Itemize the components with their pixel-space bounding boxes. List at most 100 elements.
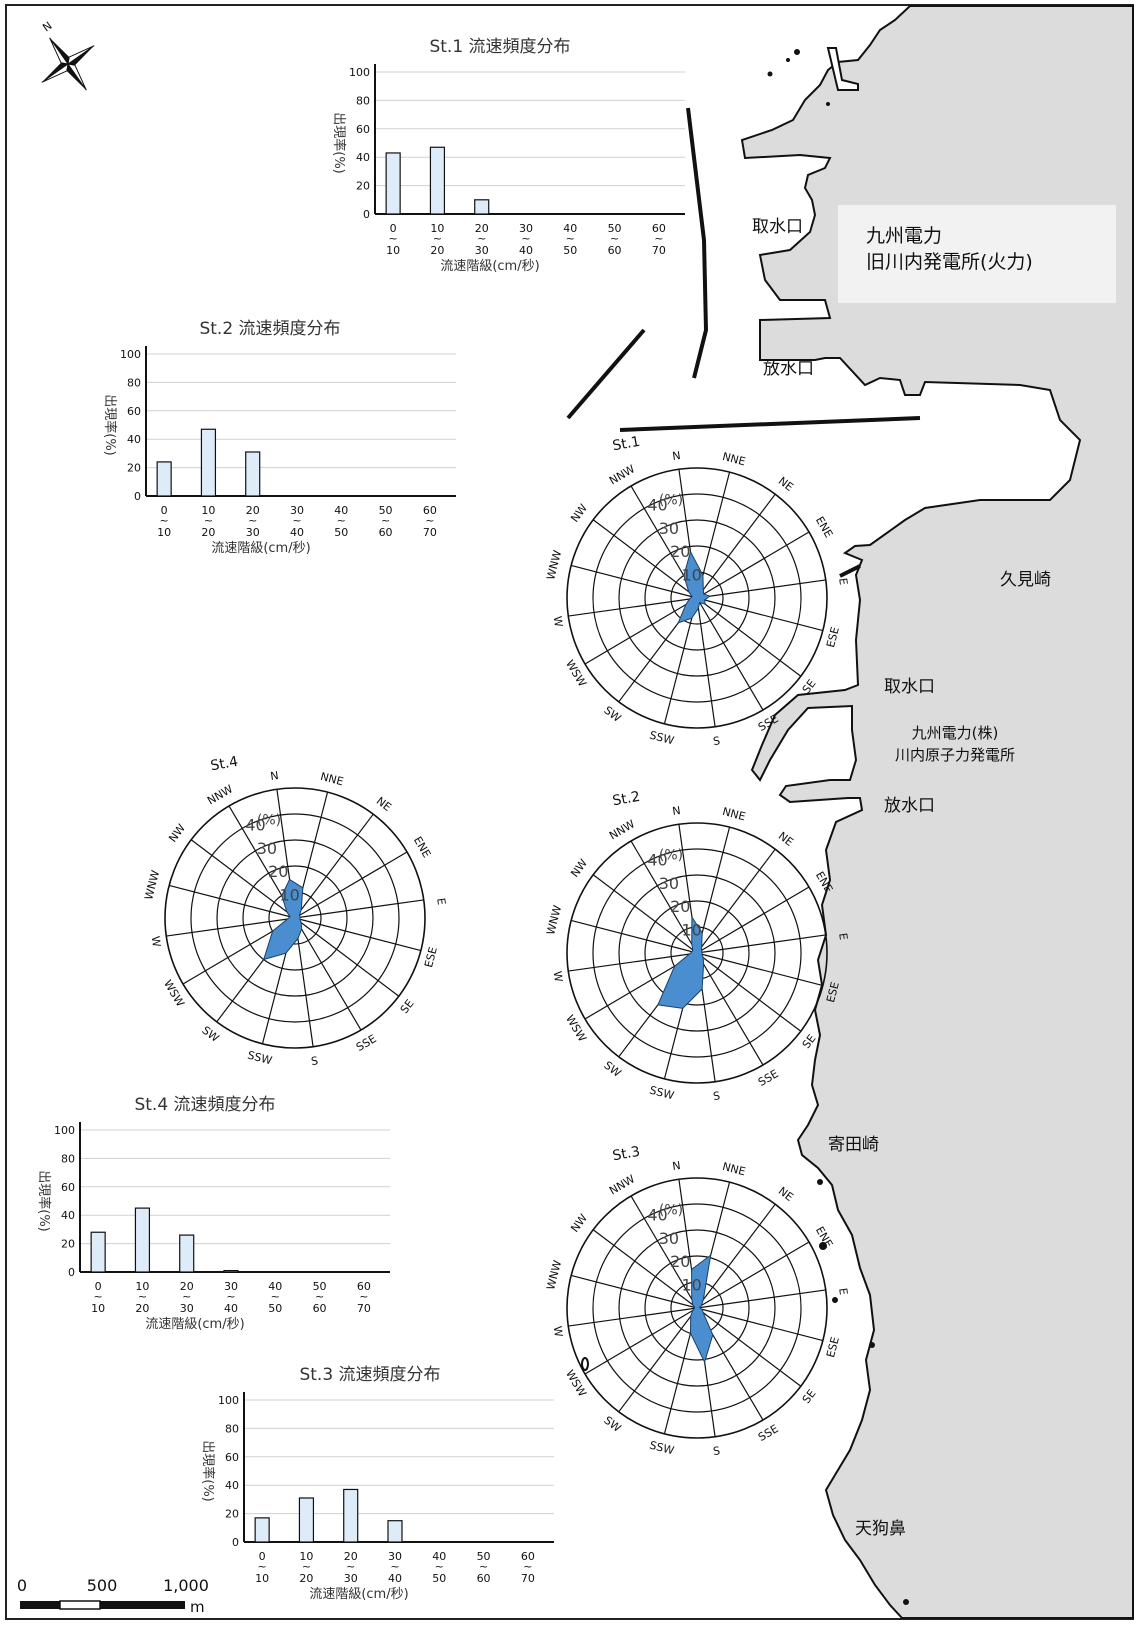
x-tick-label: 30: [246, 526, 260, 539]
rose-ring: [592, 493, 802, 703]
rose-ring: [618, 874, 776, 1032]
rose-ring-label: 20: [268, 862, 288, 881]
rose-ring: [164, 787, 426, 1049]
x-tick-label: ~: [477, 232, 486, 245]
breakwater-south: [619, 416, 921, 432]
rose-spoke: [294, 899, 424, 919]
x-tick-label: 40: [432, 1550, 446, 1563]
charts-layer: St.1 流速頻度分布020406080100出現率(%)0~1010~2020…: [36, 37, 850, 1602]
land-area: [740, 5, 1134, 1619]
x-tick-label: ~: [315, 1290, 324, 1303]
y-axis-label: 出現率(%): [102, 394, 118, 456]
plant-nuclear-line2: 川内原子力発電所: [895, 746, 1015, 764]
rose-ring: [216, 839, 374, 997]
rose-ring: [190, 813, 400, 1023]
rose-direction-label: SSW: [648, 1084, 675, 1103]
rose-spoke: [696, 1289, 826, 1309]
rose-direction-label: NNE: [319, 770, 345, 788]
rose-direction-label: SSW: [246, 1049, 273, 1068]
rose-direction-label: NNE: [721, 450, 747, 468]
rose-spoke: [696, 848, 776, 954]
y-tick-label: 40: [225, 1479, 239, 1492]
rose-spoke: [630, 1195, 698, 1309]
rose-ring-label: 10: [681, 1276, 701, 1295]
bar: [134, 1207, 151, 1273]
kumisaki-jetty: [839, 564, 861, 578]
plant-old-box: [838, 205, 1116, 303]
x-axis-label: 流速階級(cm/秒): [309, 1587, 408, 1602]
x-tick-label: 20: [475, 222, 489, 235]
rose-spoke: [663, 597, 698, 725]
rose-direction-label: S: [310, 1054, 319, 1068]
x-tick-label: 10: [386, 244, 400, 257]
rose-spoke: [166, 917, 296, 937]
rose-ring-label: 10: [681, 566, 701, 585]
rose-direction-label: W: [149, 935, 163, 948]
rose-ring-label: 30: [257, 839, 277, 858]
x-tick-label: ~: [204, 514, 213, 527]
rose-spoke: [294, 917, 362, 1031]
x-tick-label: 40: [334, 504, 348, 517]
x-tick-label: 10: [157, 526, 171, 539]
x-tick-label: ~: [381, 514, 390, 527]
x-tick-label: 40: [224, 1302, 238, 1315]
rose-spoke: [696, 597, 802, 677]
bar: [90, 1231, 106, 1273]
rose-ring: [566, 822, 828, 1084]
bar: [385, 152, 401, 215]
x-tick-label: ~: [523, 1560, 532, 1573]
rose-spoke: [696, 1203, 776, 1309]
rose-spoke: [696, 597, 764, 711]
x-tick-label: ~: [138, 1290, 147, 1303]
x-tick-label: ~: [337, 514, 346, 527]
rose-spoke: [592, 1229, 698, 1309]
y-tick-label: 20: [127, 462, 141, 475]
rose-ring: [644, 545, 750, 651]
rose-ring: [592, 1203, 802, 1413]
rocks: [581, 49, 909, 1605]
rose-direction-label: N: [269, 769, 279, 783]
jetty: [826, 47, 859, 91]
rose-station-label: St.1: [611, 434, 641, 455]
y-tick-label: 60: [356, 123, 370, 136]
rose-unit-label: (%): [659, 492, 683, 508]
x-tick-label: ~: [389, 232, 398, 245]
x-axis-label: 流速階級(cm/秒): [440, 259, 539, 274]
rose-spoke: [696, 1307, 802, 1387]
x-tick-label: 70: [357, 1302, 371, 1315]
rose-spoke: [570, 564, 698, 599]
x-tick-label: 20: [299, 1572, 313, 1585]
x-axis-label: 流速階級(cm/秒): [211, 541, 310, 556]
x-tick-label: 60: [423, 504, 437, 517]
rose-ring: [566, 467, 828, 729]
rose-spoke: [618, 1307, 698, 1413]
x-tick-label: ~: [248, 514, 257, 527]
rose-direction-label: E: [836, 932, 850, 941]
y-tick-label: 100: [349, 66, 370, 79]
plant-old-line2: 旧川内発電所(火力): [866, 251, 1033, 273]
rose-spoke: [294, 813, 374, 919]
x-tick-label: 40: [388, 1572, 402, 1585]
x-tick-label: 10: [299, 1550, 313, 1563]
rose-spoke: [294, 917, 422, 952]
y-axis-label: 出現率(%): [200, 1440, 216, 1502]
rose-ring: [242, 865, 348, 971]
label-discharge-nuclear: 放水口: [884, 796, 935, 816]
histogram-title: St.3 流速頻度分布: [299, 1365, 440, 1385]
x-tick-label: 0: [95, 1280, 102, 1293]
rose-station-label: St.3: [611, 1144, 641, 1165]
rose-spoke: [168, 884, 296, 919]
rose-ring-label: 40: [647, 495, 667, 514]
y-axis-label: 出現率(%): [331, 112, 347, 174]
y-tick-label: 80: [356, 94, 370, 107]
x-tick-label: ~: [346, 1560, 355, 1573]
rose-spoke: [568, 1307, 698, 1327]
rose-ring-label: 30: [659, 1229, 679, 1248]
x-tick-label: 20: [246, 504, 260, 517]
x-tick-label: 10: [91, 1302, 105, 1315]
x-tick-label: 50: [379, 504, 393, 517]
rose-ring: [566, 1177, 828, 1439]
rose-spoke: [696, 597, 824, 632]
rose-direction-label: W: [551, 970, 565, 983]
rose-direction-label: NNE: [721, 1160, 747, 1178]
